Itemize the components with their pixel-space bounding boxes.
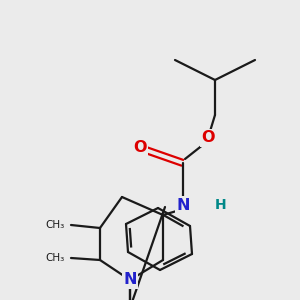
Text: CH₃: CH₃	[46, 253, 65, 263]
Text: H: H	[215, 198, 226, 212]
Text: O: O	[133, 140, 147, 155]
Text: O: O	[201, 130, 215, 146]
Text: N: N	[123, 272, 137, 287]
Text: N: N	[176, 197, 190, 212]
Text: CH₃: CH₃	[46, 220, 65, 230]
